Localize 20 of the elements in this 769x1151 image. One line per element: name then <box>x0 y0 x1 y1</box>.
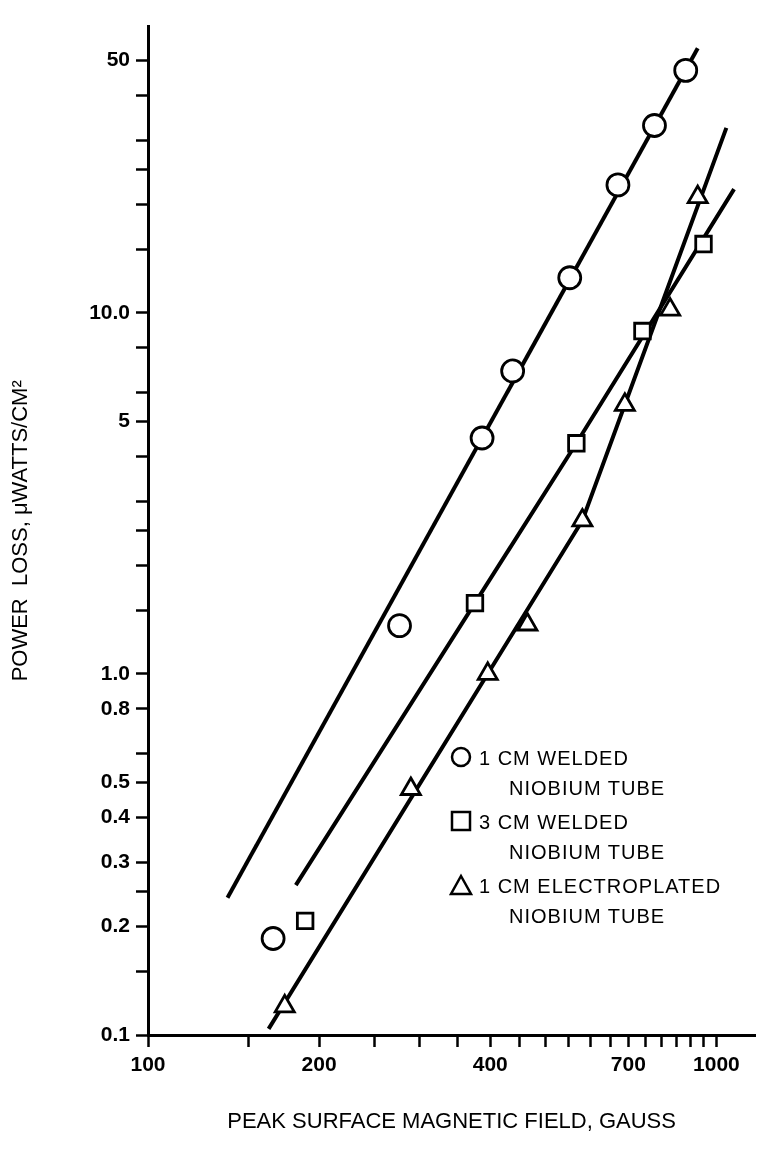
x-axis-title: PEAK SURFACE MAGNETIC FIELD, GAUSS <box>227 1107 676 1133</box>
legend-label: 1 CM ELECTROPLATED NIOBIUM TUBE <box>479 875 722 927</box>
legend-label: 3 CM WELDED NIOBIUM TUBE <box>479 811 666 863</box>
legend-label: 1 CM WELDED NIOBIUM TUBE <box>479 747 666 799</box>
y-tick-label: 0.2 <box>100 913 130 937</box>
x-tick-label: 700 <box>610 1052 646 1076</box>
y-tick-label: 0.5 <box>100 769 131 793</box>
y-tick-label: 50 <box>106 47 130 71</box>
y-tick-label: 0.3 <box>100 849 130 873</box>
y-tick-label: 0.8 <box>100 695 131 719</box>
y-tick-label: 0.1 <box>100 1021 131 1045</box>
y-tick-label: 0.4 <box>100 804 131 828</box>
y-axis-title: POWER LOSS, μWATTS/CM² <box>7 380 33 682</box>
y-tick-label: 10.0 <box>89 299 130 323</box>
y-tick-label: 5 <box>118 408 131 432</box>
y-tick-label: 1.0 <box>100 660 130 684</box>
x-tick-label: 200 <box>301 1052 337 1076</box>
x-tick-label: 1000 <box>693 1052 740 1076</box>
x-tick-label: 400 <box>472 1052 508 1076</box>
x-tick-label: 100 <box>130 1052 166 1076</box>
